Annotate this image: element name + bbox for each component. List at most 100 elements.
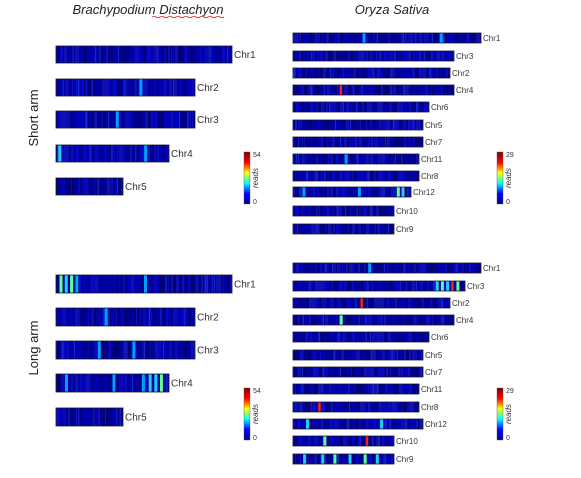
density-stripe [439, 298, 442, 308]
density-stripe [322, 298, 323, 308]
density-stripe [334, 367, 336, 377]
medium-density-band [380, 419, 384, 429]
density-stripe [400, 332, 402, 342]
density-stripe [396, 350, 398, 360]
density-stripe [294, 68, 296, 78]
density-stripe [366, 85, 367, 95]
density-stripe [67, 79, 69, 96]
density-stripe [407, 102, 409, 112]
density-stripe [118, 275, 120, 293]
density-stripe [369, 206, 370, 216]
density-stripe [333, 281, 336, 291]
density-stripe [372, 224, 374, 234]
density-stripe [302, 68, 305, 78]
density-stripe [295, 367, 297, 377]
bar-outline [55, 78, 196, 97]
density-stripe [326, 187, 327, 197]
density-stripe [75, 374, 76, 392]
density-stripe [331, 402, 333, 412]
bar-outline [55, 144, 170, 163]
density-stripe [187, 341, 188, 359]
density-stripe [373, 436, 376, 446]
density-stripe [435, 263, 436, 273]
density-stripe [107, 111, 108, 128]
density-stripe [330, 171, 332, 181]
medium-density-band [141, 374, 145, 392]
density-stripe [305, 436, 308, 446]
chromosome-bar-long-os-chr11: Chr11 [292, 383, 443, 395]
density-stripe [293, 384, 294, 394]
density-stripe [465, 263, 467, 273]
density-stripe [441, 85, 442, 95]
density-stripe [82, 79, 84, 96]
density-stripe [364, 263, 366, 273]
density-stripe [405, 384, 406, 394]
density-stripe [298, 154, 300, 164]
density-stripe [417, 33, 418, 43]
density-stripe [408, 33, 411, 43]
density-stripe [327, 281, 329, 291]
density-stripe [169, 275, 171, 293]
density-stripe [179, 111, 181, 128]
density-stripe [375, 402, 377, 412]
density-stripe [146, 308, 148, 326]
density-stripe [360, 120, 361, 130]
density-stripe [417, 281, 419, 291]
chromosome-bar-short-os-chr10: Chr10 [292, 205, 418, 217]
density-stripe [405, 298, 408, 308]
density-stripe [366, 102, 367, 112]
density-stripe [398, 367, 400, 377]
density-stripe [98, 374, 99, 392]
density-stripe [310, 454, 312, 464]
bar-outline [292, 67, 451, 79]
density-stripe [331, 33, 334, 43]
density-stripe [407, 51, 408, 61]
density-stripe [381, 33, 384, 43]
density-stripe [302, 332, 305, 342]
density-stripe [127, 374, 128, 392]
density-stripe [62, 145, 64, 162]
density-stripe [423, 281, 426, 291]
density-stripe [337, 419, 338, 429]
density-stripe [305, 298, 306, 308]
density-stripe [423, 332, 425, 342]
density-stripe [354, 33, 356, 43]
density-stripe [176, 111, 178, 128]
density-stripe [333, 384, 334, 394]
density-stripe [299, 33, 301, 43]
density-stripe [95, 275, 98, 293]
density-stripe [334, 419, 337, 429]
density-stripe [84, 341, 86, 359]
density-stripe [386, 454, 389, 464]
medium-density-band [344, 154, 348, 164]
density-stripe [72, 46, 74, 63]
density-stripe [193, 111, 194, 128]
density-stripe [366, 263, 367, 273]
density-stripe [323, 367, 325, 377]
density-stripe [310, 367, 313, 377]
density-stripe [400, 171, 402, 181]
bar-outline [55, 407, 124, 427]
density-stripe [129, 46, 130, 63]
density-stripe [386, 367, 388, 377]
density-stripe [313, 51, 315, 61]
chromosome-bar-long-os-chr6: Chr6 [292, 331, 449, 343]
density-stripe [367, 171, 369, 181]
density-stripe [174, 46, 175, 63]
density-stripe [472, 263, 475, 273]
density-stripe [322, 367, 324, 377]
density-stripe [379, 350, 382, 360]
density-stripe [362, 384, 365, 394]
density-stripe [340, 436, 343, 446]
density-stripe [423, 102, 424, 112]
density-stripe [101, 145, 104, 162]
density-stripe [398, 68, 399, 78]
density-stripe [408, 187, 410, 197]
density-stripe [318, 332, 320, 342]
density-stripe [112, 275, 113, 293]
density-stripe [119, 408, 121, 426]
density-stripe [321, 402, 324, 412]
density-stripe [446, 68, 448, 78]
density-stripe [417, 85, 420, 95]
